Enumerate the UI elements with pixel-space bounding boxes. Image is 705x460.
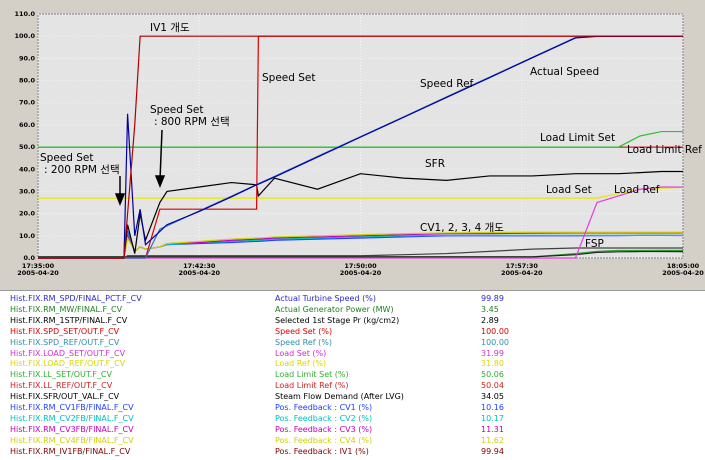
table-cell-tag: Hist.FIX.LOAD_SET/OUT.F_CV [10,348,126,358]
annotation: Speed Set [40,152,94,164]
x-tick-label: 17:42:30 [183,262,216,270]
tag-table: Hist.FIX.RM_SPD/FINAL_PCT.F_CV Actual Tur… [0,290,705,460]
x-tick-date: 2005-04-20 [178,269,220,277]
annotation: Actual Speed [530,66,599,78]
x-tick-date: 2005-04-20 [17,269,59,277]
table-cell-tag: Hist.FIX.RM_SPD/FINAL_PCT.F_CV [10,294,142,303]
table-cell-description: Speed Ref (%) [275,337,332,347]
table-cell-tag: Hist.FIX.RM_CV4FB/FINAL.F_CV [10,435,134,445]
y-tick-label: 100.0 [14,32,35,40]
table-cell-tag: Hist.FIX.RM_IV1FB/FINAL.F_CV [10,446,131,456]
table-cell-value: 100.00 [481,326,509,336]
table-cell-tag: Hist.FIX.RM_CV1FB/FINAL.F_CV [10,403,134,412]
table-cell-description: Pos. Feedback : CV3 (%) [275,424,373,434]
plot-area [37,13,684,259]
table-cell-description: Pos. Feedback : CV2 (%) [275,413,373,423]
trend-line [38,247,683,259]
annotation: FSP [585,238,604,250]
table-cell-description: Actual Turbine Speed (%) [275,294,376,303]
table-cell-value: 50.04 [481,381,504,391]
x-tick-date: 2005-04-20 [340,269,382,277]
annotation: Load Limit Ref [627,144,702,156]
table-cell-value: 34.05 [481,392,504,402]
table-cell-value: 11.62 [481,435,504,445]
table-cell-description: Pos. Feedback : CV4 (%) [275,435,373,445]
annotation: Load Ref [614,184,660,196]
table-cell-description: Speed Set (%) [275,326,333,336]
table-cell-description: Actual Generator Power (MW) [275,304,394,314]
x-tick-date: 2005-04-20 [662,269,704,277]
y-tick-label: 60.0 [19,121,36,129]
x-tick-label: 18:05:00 [667,262,700,270]
table-cell-description: Selected 1st Stage Pr (kg/cm2) [275,315,400,325]
table-cell-tag: Hist.FIX.RM_CV3FB/FINAL.F_CV [10,424,134,434]
annotation: Speed Set [262,72,316,84]
arrow [159,129,163,181]
y-tick-label: 110.0 [14,10,35,18]
trend-line [38,170,683,259]
y-tick-label: 70.0 [19,99,36,107]
table-cell-tag: Hist.FIX.LL_SET/OUT.F_CV [10,370,112,380]
annotation: CV1, 2, 3, 4 개도 [420,222,504,234]
table-cell-tag: Hist.FIX.SFR/OUT_VAL.F_CV [10,392,120,402]
table-cell-tag: Hist.FIX.SPD_SET/OUT.F_CV [10,326,120,336]
annotation: Load Set [546,184,592,196]
arrow-head [154,175,166,189]
annotation: IV1 개도 [150,22,190,34]
y-tick-label: 40.0 [19,165,36,173]
trend-line [38,186,684,199]
y-tick-label: 90.0 [19,54,36,62]
annotation: Load Limit Set [540,132,615,144]
table-cell-tag: Hist.FIX.RM_1STP/FINAL.F_CV [10,315,128,325]
table-cell-tag: Hist.FIX.RM_MW/FINAL.F_CV [10,304,123,314]
table-cell-value: 31.80 [481,359,504,369]
y-tick-label: 0.0 [23,254,35,262]
table-cell-value: 50.06 [481,370,504,380]
table-cell-value: 100.00 [481,337,509,347]
x-tick-label: 17:50:00 [344,262,377,270]
annotation: : 800 RPM 선택 [154,116,230,128]
table-cell-description: Load Limit Ref (%) [275,381,349,391]
table-cell-tag: Hist.FIX.LL_REF/OUT.F_CV [10,381,113,391]
trend-chart: 0.0 10.0 20.0 30.0 40.0 50.0 60.0 70.0 80.0 90.0 1… [0,0,705,290]
x-tick-label: 17:35:00 [22,262,55,270]
table-cell-value: 99.89 [481,294,504,303]
table-cell-value: 3.45 [481,304,499,314]
table-cell-description: Steam Flow Demand (After LVG) [275,392,404,402]
table-cell-value: 10.16 [481,403,504,412]
table-cell-value: 11.31 [481,424,504,434]
y-tick-label: 20.0 [19,210,36,218]
y-tick-label: 10.0 [19,232,36,240]
table-cell-description: Load Limit Set (%) [275,370,349,380]
x-tick-label: 17:57:30 [506,262,539,270]
x-tick-date: 2005-04-20 [501,269,543,277]
table-cell-value: 31.99 [481,348,504,358]
table-cell-description: Pos. Feedback : IV1 (%) [275,446,369,456]
table-cell-tag: Hist.FIX.SPD_REF/OUT.F_CV [10,337,120,347]
table-cell-value: 99.94 [481,446,504,456]
arrows [114,129,166,207]
table-cell-description: Load Set (%) [275,348,327,358]
trend-line [38,130,683,148]
annotation: Speed Set [150,104,204,116]
table-cell-tag: Hist.FIX.LOAD_REF/OUT.F_CV [10,359,126,369]
y-tick-label: 80.0 [19,77,36,85]
annotation: : 200 RPM 선택 [44,164,120,176]
y-tick-label: 50.0 [19,143,36,151]
table-cell-description: Load Ref (%) [275,359,327,369]
table-cell-value: 10.17 [481,413,504,423]
arrow-head [114,193,126,207]
table-cell-description: Pos. Feedback : CV1 (%) [275,403,373,412]
annotation: SFR [425,158,445,170]
table-cell-tag: Hist.FIX.RM_CV2FB/FINAL.F_CV [10,413,134,423]
trend-line [38,250,684,258]
table-cell-value: 2.89 [481,315,499,325]
y-tick-label: 30.0 [19,187,36,195]
annotation: Speed Ref [420,78,474,90]
trend-line [38,35,683,259]
